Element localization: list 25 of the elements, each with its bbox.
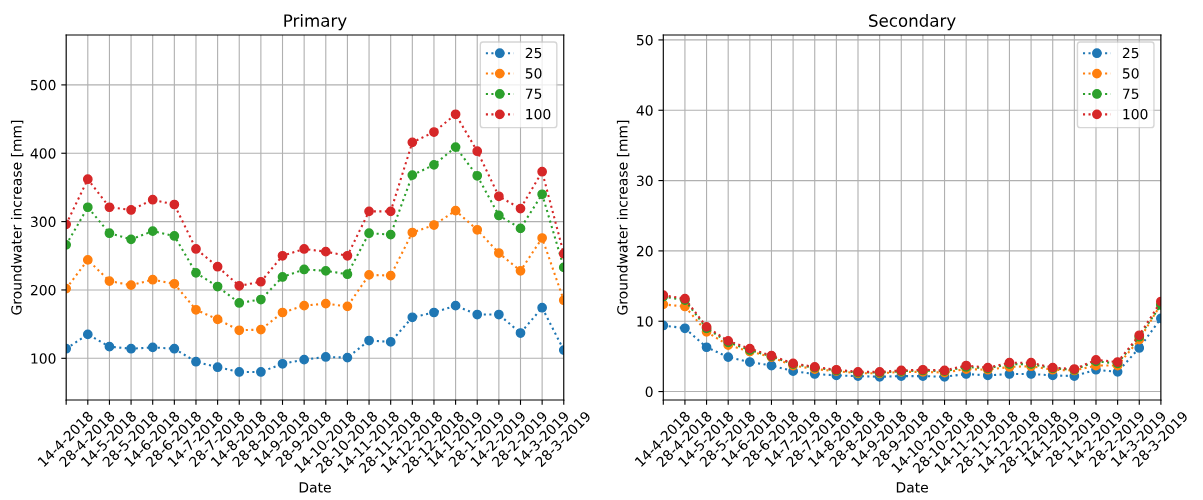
x-axis-title: Date: [299, 482, 331, 493]
x-axis-title: Date: [896, 482, 928, 493]
legend-label: 100: [526, 108, 551, 120]
y-tick-label: 100: [31, 353, 56, 364]
y-tick-label: 200: [30, 284, 56, 296]
chart-title: Primary: [284, 14, 347, 31]
y-tick-label: 0: [645, 386, 653, 398]
legend-label: 25: [525, 47, 542, 59]
legend-label: 50: [525, 68, 542, 79]
legend-label: 25: [1122, 47, 1139, 59]
y-axis-title: Groundwater increase [mm]: [10, 120, 24, 315]
y-tick-label: 20: [636, 245, 653, 257]
y-tick-label: 30: [636, 175, 653, 187]
y-axis-title: Groundwater increase [mm]: [616, 120, 630, 315]
legend-label: 50: [1122, 68, 1139, 79]
legend-label: 75: [1123, 88, 1139, 100]
y-tick-label: 500: [31, 79, 56, 91]
y-tick-label: 300: [30, 216, 56, 228]
chart-title: Secondary: [869, 14, 956, 31]
legend-label: 100: [1123, 108, 1148, 120]
y-tick-label: 50: [636, 34, 653, 46]
y-tick-label: 10: [637, 316, 653, 327]
y-tick-label: 40: [636, 105, 653, 116]
y-tick-label: 400: [30, 148, 56, 159]
legend-label: 75: [525, 88, 542, 100]
